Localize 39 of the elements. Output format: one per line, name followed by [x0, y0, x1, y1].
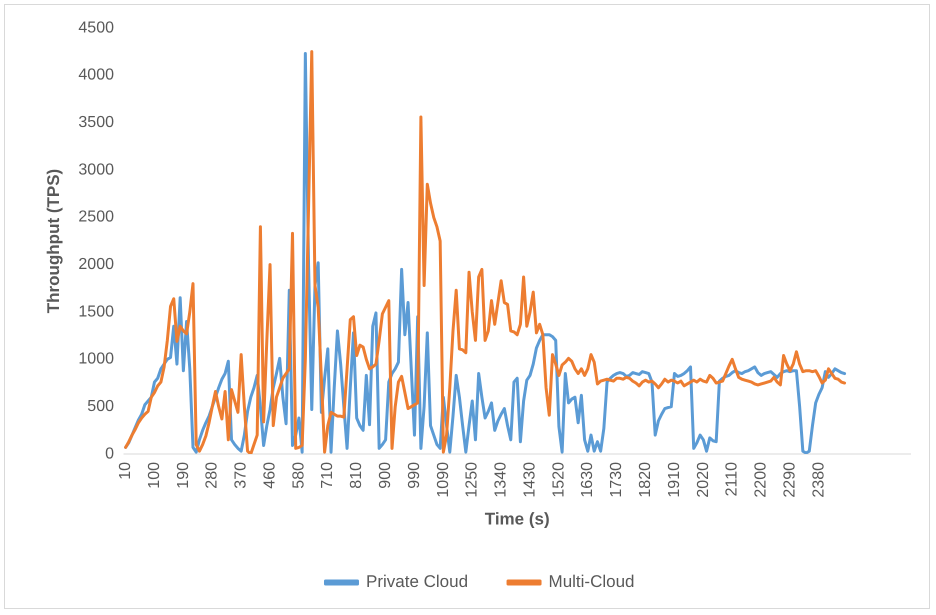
x-tick-label: 580: [290, 462, 308, 489]
y-tick-label: 0: [105, 445, 114, 462]
y-tick-label: 3500: [78, 114, 114, 132]
x-tick-label: 1520: [550, 462, 568, 498]
x-tick-label: 1340: [492, 462, 510, 498]
x-tick-label: 710: [319, 462, 336, 489]
legend-label: Private Cloud: [366, 572, 468, 592]
x-tick-label: 370: [232, 462, 250, 489]
y-tick-label: 4500: [78, 19, 114, 36]
x-tick-label: 1820: [636, 462, 654, 498]
y-tick-label: 1000: [78, 350, 114, 368]
x-axis-title: Time (s): [484, 509, 550, 528]
x-tick-label: 1090: [434, 462, 452, 498]
x-tick-label: 190: [174, 462, 192, 489]
y-axis-title: Throughput (TPS): [44, 168, 63, 314]
y-tick-label: 1500: [78, 303, 114, 320]
x-tick-label: 100: [146, 462, 163, 489]
y-tick-label: 2000: [78, 256, 114, 274]
x-tick-label: 1630: [579, 462, 596, 498]
x-tick-label: 1430: [521, 462, 538, 498]
x-tick-label: 990: [406, 462, 423, 489]
x-tick-label: 1910: [666, 462, 683, 498]
y-tick-label: 4000: [78, 66, 114, 84]
y-tick-label: 500: [87, 398, 114, 416]
y-tick-label: 3000: [78, 161, 114, 178]
x-tick-label: 10: [117, 462, 134, 480]
x-tick-label: 900: [376, 462, 394, 489]
x-tick-label: 2380: [810, 462, 828, 498]
x-tick-label: 810: [348, 462, 366, 489]
x-tick-label: 280: [204, 462, 221, 489]
x-tick-label: 2290: [781, 462, 798, 498]
x-tick-label: 2110: [724, 462, 741, 496]
x-tick-label: 1250: [464, 462, 481, 498]
x-tick-label: 2020: [694, 462, 712, 498]
x-tick-label: 1730: [608, 462, 626, 498]
x-tick-label: 460: [261, 462, 278, 489]
y-tick-label: 2500: [78, 208, 114, 226]
legend-label: Multi-Cloud: [548, 572, 635, 592]
x-tick-label: 2200: [752, 462, 770, 498]
